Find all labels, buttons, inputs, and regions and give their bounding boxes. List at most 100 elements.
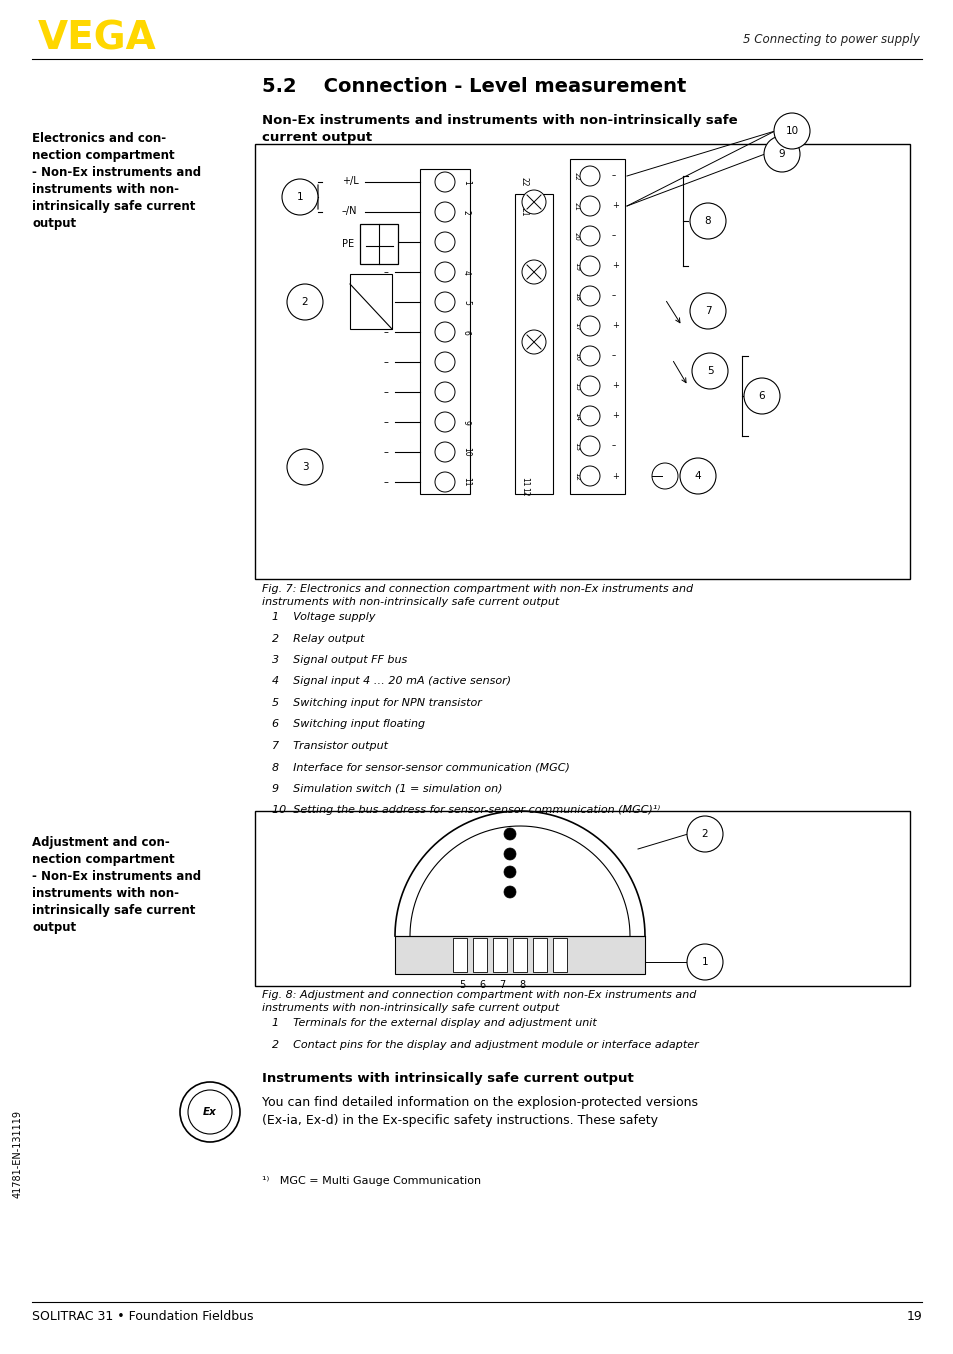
Circle shape <box>435 441 455 462</box>
Text: +: + <box>612 202 618 210</box>
Circle shape <box>287 284 323 320</box>
Text: 9: 9 <box>461 420 471 424</box>
Text: 11: 11 <box>519 477 529 486</box>
Text: VEGA: VEGA <box>38 20 156 58</box>
Circle shape <box>579 315 599 336</box>
Circle shape <box>435 412 455 432</box>
Circle shape <box>686 816 722 852</box>
Text: –/N: –/N <box>341 206 357 217</box>
Circle shape <box>503 886 516 898</box>
Text: You can find detailed information on the explosion-protected versions
(Ex-ia, Ex: You can find detailed information on the… <box>262 1095 698 1127</box>
Circle shape <box>689 292 725 329</box>
Text: 14: 14 <box>574 412 579 421</box>
Text: 2: 2 <box>301 297 308 307</box>
Circle shape <box>579 256 599 276</box>
Circle shape <box>435 322 455 343</box>
Text: 2: 2 <box>461 210 471 214</box>
Circle shape <box>579 376 599 395</box>
Bar <box>350 274 392 329</box>
Text: 6    Switching input floating: 6 Switching input floating <box>272 719 425 730</box>
Text: 5    Switching input for NPN transistor: 5 Switching input for NPN transistor <box>272 699 481 708</box>
Text: 41781-EN-131119: 41781-EN-131119 <box>13 1110 23 1198</box>
Text: 3: 3 <box>301 462 308 473</box>
Text: 19: 19 <box>905 1309 921 1323</box>
Text: –: – <box>383 267 388 278</box>
Circle shape <box>579 286 599 306</box>
Circle shape <box>579 167 599 185</box>
Text: 5.2    Connection - Level measurement: 5.2 Connection - Level measurement <box>262 76 685 96</box>
Bar <box>493 938 506 972</box>
Text: –: – <box>612 232 616 241</box>
Bar <box>513 938 526 972</box>
Circle shape <box>743 378 780 414</box>
Text: 5: 5 <box>706 366 713 376</box>
Text: 7: 7 <box>704 306 711 315</box>
Text: SOLITRAC 31 • Foundation Fieldbus: SOLITRAC 31 • Foundation Fieldbus <box>32 1309 253 1323</box>
Text: 8: 8 <box>518 980 524 990</box>
Circle shape <box>689 203 725 240</box>
Bar <box>254 811 909 986</box>
Circle shape <box>651 463 678 489</box>
Circle shape <box>435 352 455 372</box>
Text: 6: 6 <box>478 980 484 990</box>
Text: –: – <box>383 357 388 367</box>
Circle shape <box>188 1090 232 1135</box>
Circle shape <box>435 263 455 282</box>
Text: 1    Terminals for the external display and adjustment unit: 1 Terminals for the external display and… <box>272 1018 597 1028</box>
Circle shape <box>773 112 809 149</box>
Text: +: + <box>612 321 618 330</box>
Text: 4: 4 <box>694 471 700 481</box>
Text: 5: 5 <box>461 299 471 305</box>
Bar <box>473 938 486 972</box>
Text: Fig. 7: Electronics and connection compartment with non-Ex instruments and
instr: Fig. 7: Electronics and connection compa… <box>262 584 693 607</box>
Text: Adjustment and con-
nection compartment
- Non-Ex instruments and
instruments wit: Adjustment and con- nection compartment … <box>32 835 201 934</box>
Text: –: – <box>383 417 388 427</box>
Text: 7: 7 <box>498 980 504 990</box>
Circle shape <box>435 473 455 492</box>
Text: 16: 16 <box>574 352 579 360</box>
Circle shape <box>579 466 599 486</box>
Circle shape <box>282 179 317 215</box>
Circle shape <box>579 406 599 427</box>
Bar <box>254 144 909 580</box>
Circle shape <box>287 450 323 485</box>
Bar <box>359 223 397 264</box>
Text: 3    Signal output FF bus: 3 Signal output FF bus <box>272 655 407 665</box>
Text: +: + <box>612 382 618 390</box>
Text: –: – <box>383 477 388 487</box>
Text: 9: 9 <box>778 149 784 158</box>
Text: ¹⁾   MGC = Multi Gauge Communication: ¹⁾ MGC = Multi Gauge Communication <box>262 1177 480 1186</box>
Text: 6: 6 <box>758 391 764 401</box>
Bar <box>419 169 470 494</box>
Text: –: – <box>612 352 616 360</box>
Circle shape <box>521 190 545 214</box>
Text: Ex: Ex <box>203 1108 216 1117</box>
Circle shape <box>435 172 455 192</box>
Circle shape <box>435 202 455 222</box>
Bar <box>453 938 467 972</box>
Text: 1    Voltage supply: 1 Voltage supply <box>272 612 375 621</box>
Circle shape <box>503 867 516 877</box>
Text: 20: 20 <box>574 232 579 241</box>
Text: +: + <box>612 261 618 271</box>
Text: +: + <box>612 412 618 421</box>
Bar <box>533 938 546 972</box>
Text: 6: 6 <box>461 329 471 334</box>
Text: 7    Transistor output: 7 Transistor output <box>272 741 388 751</box>
Text: 22: 22 <box>519 177 529 187</box>
Text: 10  Setting the bus address for sensor-sensor communication (MGC)¹⁾: 10 Setting the bus address for sensor-se… <box>272 806 659 815</box>
Text: 11: 11 <box>461 477 471 486</box>
Text: 10: 10 <box>461 447 471 456</box>
Text: 2    Relay output: 2 Relay output <box>272 634 364 643</box>
Text: Fig. 8: Adjustment and connection compartment with non-Ex instruments and
instru: Fig. 8: Adjustment and connection compar… <box>262 990 696 1013</box>
Circle shape <box>686 944 722 980</box>
Text: 5 Connecting to power supply: 5 Connecting to power supply <box>742 32 919 46</box>
Bar <box>515 194 553 494</box>
Circle shape <box>763 135 800 172</box>
Circle shape <box>521 330 545 353</box>
Circle shape <box>579 226 599 246</box>
Text: +: + <box>612 471 618 481</box>
Text: 1: 1 <box>296 192 303 202</box>
Text: Electronics and con-
nection compartment
- Non-Ex instruments and
instruments wi: Electronics and con- nection compartment… <box>32 131 201 230</box>
Text: 22: 22 <box>574 172 579 180</box>
